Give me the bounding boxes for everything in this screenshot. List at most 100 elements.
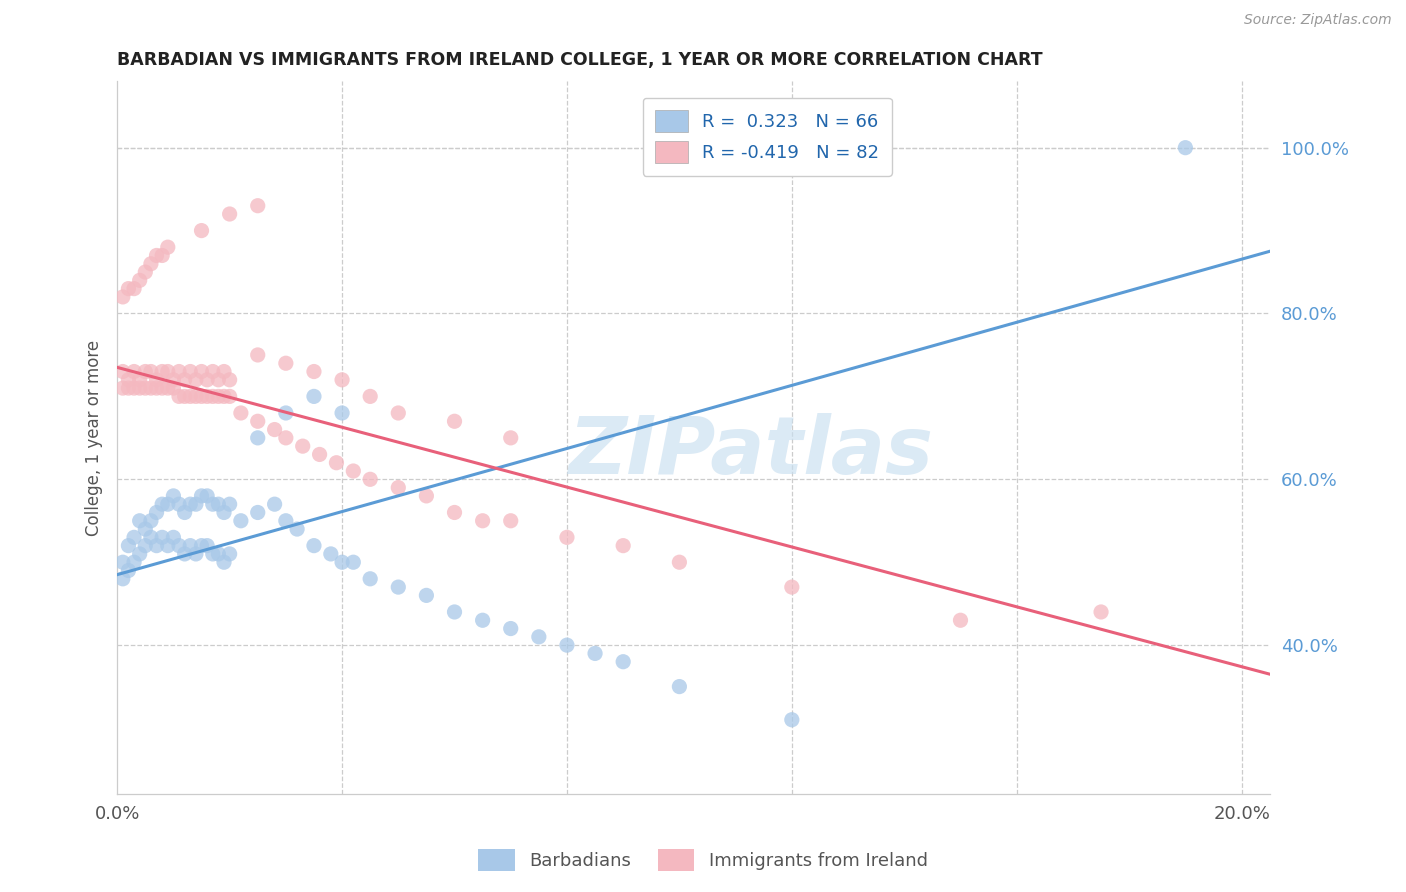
Point (128, 514, 150, 528)
Point (443, 414, 465, 428)
Point (195, 489, 218, 503)
Point (387, 481, 409, 495)
Point (201, 365, 224, 379)
Point (274, 514, 297, 528)
Point (218, 497, 240, 511)
Point (173, 373, 195, 387)
Point (415, 588, 437, 602)
Point (156, 365, 179, 379)
Point (162, 530, 184, 544)
Point (229, 514, 252, 528)
Point (134, 265, 156, 279)
Point (415, 489, 437, 503)
Point (499, 431, 522, 445)
Point (201, 497, 224, 511)
Point (207, 389, 229, 403)
Point (212, 506, 235, 520)
Point (668, 555, 690, 569)
Point (139, 365, 162, 379)
Point (167, 539, 190, 553)
Point (122, 530, 145, 544)
Point (195, 389, 218, 403)
Point (302, 365, 325, 379)
Point (117, 564, 139, 578)
Point (173, 547, 195, 561)
Point (139, 514, 162, 528)
Point (229, 406, 252, 420)
Point (173, 389, 195, 403)
Point (167, 365, 190, 379)
Point (184, 373, 207, 387)
Point (122, 555, 145, 569)
Point (330, 555, 353, 569)
Point (179, 365, 201, 379)
Point (150, 248, 173, 262)
Point (117, 539, 139, 553)
Point (612, 539, 634, 553)
Point (359, 472, 381, 486)
Point (150, 381, 173, 395)
Point (190, 389, 212, 403)
Point (246, 414, 269, 428)
Point (184, 389, 207, 403)
Point (325, 456, 347, 470)
Point (359, 572, 381, 586)
Point (218, 373, 240, 387)
Point (218, 207, 240, 221)
Point (179, 497, 201, 511)
Point (342, 464, 364, 478)
Point (471, 613, 494, 627)
Point (499, 622, 522, 636)
Point (218, 389, 240, 403)
Point (167, 497, 190, 511)
Point (111, 555, 134, 569)
Point (122, 365, 145, 379)
Point (179, 539, 201, 553)
Point (612, 655, 634, 669)
Point (156, 539, 179, 553)
Point (195, 539, 218, 553)
Point (156, 497, 179, 511)
Point (443, 605, 465, 619)
Point (291, 439, 314, 453)
Point (246, 506, 269, 520)
Point (263, 497, 285, 511)
Point (139, 530, 162, 544)
Point (117, 373, 139, 387)
Point (134, 539, 156, 553)
Point (246, 199, 269, 213)
Point (274, 406, 297, 420)
Point (302, 389, 325, 403)
Point (218, 547, 240, 561)
Point (139, 257, 162, 271)
Point (128, 273, 150, 287)
Point (207, 547, 229, 561)
Text: Source: ZipAtlas.com: Source: ZipAtlas.com (1244, 13, 1392, 28)
Point (111, 381, 134, 395)
Point (583, 647, 606, 661)
Point (212, 365, 235, 379)
Point (246, 431, 269, 445)
Point (207, 373, 229, 387)
Point (190, 489, 212, 503)
Point (308, 447, 330, 461)
Point (263, 423, 285, 437)
Point (555, 530, 578, 544)
Point (111, 290, 134, 304)
Point (330, 406, 353, 420)
Point (387, 406, 409, 420)
Y-axis label: College, 1 year or more: College, 1 year or more (86, 340, 103, 536)
Point (780, 580, 803, 594)
Point (117, 282, 139, 296)
Point (274, 431, 297, 445)
Point (150, 365, 173, 379)
Point (150, 497, 173, 511)
Point (246, 348, 269, 362)
Text: BARBADIAN VS IMMIGRANTS FROM IRELAND COLLEGE, 1 YEAR OR MORE CORRELATION CHART: BARBADIAN VS IMMIGRANTS FROM IRELAND COL… (117, 51, 1043, 69)
Point (302, 539, 325, 553)
Point (145, 381, 167, 395)
Point (207, 497, 229, 511)
Point (134, 381, 156, 395)
Point (387, 580, 409, 594)
Point (145, 506, 167, 520)
